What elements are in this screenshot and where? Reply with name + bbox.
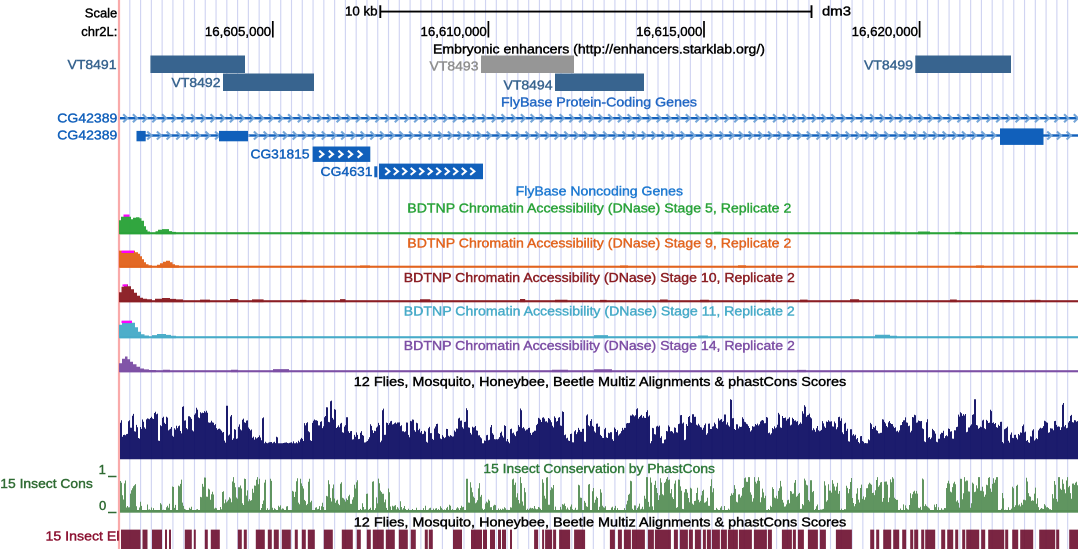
svg-text:10 kb: 10 kb bbox=[345, 4, 378, 19]
svg-text:BDTNP Chromatin Accessibility: BDTNP Chromatin Accessibility (DNase) St… bbox=[404, 270, 795, 285]
svg-text:CG31815: CG31815 bbox=[251, 147, 310, 162]
svg-text:12 Flies, Mosquito, Honeybee,: 12 Flies, Mosquito, Honeybee, Beetle Mul… bbox=[354, 374, 847, 389]
svg-text:12 Flies, Mosquito, Honeybee,: 12 Flies, Mosquito, Honeybee, Beetle Mul… bbox=[354, 514, 847, 529]
svg-text:Embryonic enhancers (http://en: Embryonic enhancers (http://enhancers.st… bbox=[433, 42, 765, 57]
svg-text:VT8491: VT8491 bbox=[68, 57, 117, 72]
svg-text:BDTNP Chromatin Accessibility: BDTNP Chromatin Accessibility (DNase) St… bbox=[407, 201, 791, 216]
svg-text:0: 0 bbox=[99, 498, 106, 513]
svg-text:VT8499: VT8499 bbox=[864, 57, 913, 72]
svg-text:VT8492: VT8492 bbox=[172, 75, 221, 90]
svg-text:BDTNP Chromatin Accessibility: BDTNP Chromatin Accessibility (DNase) St… bbox=[407, 235, 791, 250]
svg-text:VT8494: VT8494 bbox=[504, 78, 553, 93]
svg-text:CG42389: CG42389 bbox=[57, 128, 117, 143]
svg-text:chr2L:: chr2L: bbox=[81, 24, 117, 39]
svg-text:Scale: Scale bbox=[85, 6, 118, 21]
svg-text:16,605,000: 16,605,000 bbox=[205, 24, 271, 39]
svg-text:16,620,000: 16,620,000 bbox=[852, 24, 918, 39]
svg-text:FlyBase Noncoding Genes: FlyBase Noncoding Genes bbox=[516, 184, 684, 199]
svg-text:15 Insect El: 15 Insect El bbox=[46, 529, 120, 544]
svg-text:dm3: dm3 bbox=[822, 4, 851, 19]
svg-text:16,610,000: 16,610,000 bbox=[421, 24, 487, 39]
svg-text:15 Insect Conservation by Phas: 15 Insect Conservation by PhastCons bbox=[483, 461, 715, 476]
svg-text:CG4631: CG4631 bbox=[321, 164, 373, 179]
svg-text:VT8493: VT8493 bbox=[430, 59, 479, 74]
svg-text:BDTNP Chromatin Accessibility: BDTNP Chromatin Accessibility (DNase) St… bbox=[404, 338, 795, 353]
svg-text:1: 1 bbox=[99, 462, 106, 477]
svg-text:15 Insect Cons: 15 Insect Cons bbox=[0, 476, 93, 491]
svg-text:BDTNP Chromatin Accessibility: BDTNP Chromatin Accessibility (DNase) St… bbox=[404, 304, 795, 319]
svg-text:CG42389: CG42389 bbox=[57, 111, 117, 126]
svg-text:FlyBase Protein-Coding Genes: FlyBase Protein-Coding Genes bbox=[501, 95, 698, 110]
svg-text:16,615,000: 16,615,000 bbox=[636, 24, 702, 39]
